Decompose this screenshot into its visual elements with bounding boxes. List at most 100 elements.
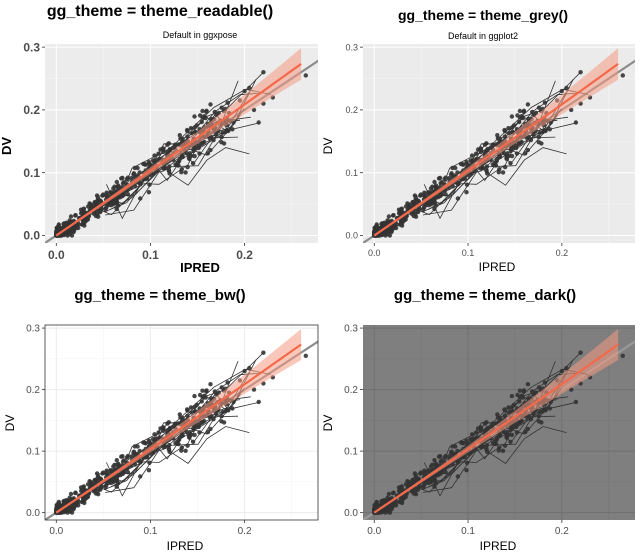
data-point xyxy=(480,444,485,449)
data-point xyxy=(386,214,392,219)
data-point xyxy=(514,430,520,435)
data-point xyxy=(446,454,452,459)
data-point xyxy=(531,411,536,417)
data-point xyxy=(208,426,213,432)
data-point xyxy=(85,493,90,498)
data-point xyxy=(455,196,461,201)
data-point xyxy=(508,161,513,166)
data-point xyxy=(542,380,548,385)
data-point xyxy=(197,430,202,435)
data-point xyxy=(104,192,109,197)
data-point xyxy=(432,206,437,212)
data-point xyxy=(422,192,427,197)
data-point xyxy=(187,435,192,440)
data-point xyxy=(208,396,214,401)
data-point xyxy=(152,432,157,437)
data-point xyxy=(185,134,190,139)
data-point xyxy=(509,114,515,119)
y-tick-label: 0.2 xyxy=(23,103,40,117)
data-point xyxy=(502,413,508,418)
data-point xyxy=(188,126,194,131)
data-point xyxy=(219,414,224,419)
data-point xyxy=(192,114,197,119)
data-point xyxy=(68,214,74,219)
data-point xyxy=(403,216,408,221)
y-tick-label: 0.3 xyxy=(23,40,40,54)
data-point xyxy=(211,137,216,143)
data-point xyxy=(504,153,509,158)
data-point xyxy=(391,490,396,495)
data-point xyxy=(464,440,469,445)
data-point xyxy=(161,428,166,433)
data-point xyxy=(230,406,235,411)
data-point xyxy=(114,477,120,482)
data-point xyxy=(81,211,86,216)
data-point xyxy=(523,151,528,156)
data-point xyxy=(190,161,196,166)
data-point xyxy=(510,145,515,151)
data-point xyxy=(303,73,308,78)
data-point xyxy=(450,444,455,449)
data-point xyxy=(497,445,502,450)
data-point xyxy=(502,443,508,448)
data-point xyxy=(387,510,393,515)
data-point xyxy=(180,136,185,141)
data-point xyxy=(242,88,247,94)
data-point xyxy=(242,368,247,374)
data-point xyxy=(261,70,266,75)
data-point xyxy=(412,211,418,217)
data-point xyxy=(449,449,454,454)
data-point xyxy=(502,134,508,139)
data-point xyxy=(469,153,475,158)
data-point xyxy=(192,153,197,159)
data-point xyxy=(221,141,227,146)
data-point xyxy=(212,389,217,394)
data-point xyxy=(473,151,479,156)
data-point xyxy=(525,147,530,153)
chart-title: gg_theme = theme_bw() xyxy=(74,287,245,304)
data-point xyxy=(204,108,209,114)
data-point xyxy=(73,490,78,495)
data-point xyxy=(517,108,523,114)
data-point xyxy=(500,448,506,453)
data-point xyxy=(421,485,426,490)
x-axis-label: IPRED xyxy=(480,539,517,553)
data-point xyxy=(163,444,168,449)
data-point xyxy=(64,220,69,225)
data-point xyxy=(205,151,211,156)
data-point xyxy=(410,477,416,483)
data-point xyxy=(220,130,225,135)
data-point xyxy=(129,176,134,181)
data-point xyxy=(114,206,119,212)
data-point xyxy=(185,129,190,134)
data-point xyxy=(114,199,120,204)
data-point xyxy=(399,219,405,224)
data-point xyxy=(76,499,81,505)
data-layer xyxy=(363,329,635,520)
data-point xyxy=(131,449,137,454)
data-point xyxy=(214,132,219,137)
data-point xyxy=(432,199,437,204)
data-point xyxy=(528,417,534,422)
data-point xyxy=(539,141,544,146)
data-point xyxy=(437,454,443,459)
y-tick-label: 0.1 xyxy=(345,168,358,178)
data-point xyxy=(211,417,216,422)
data-point xyxy=(163,166,168,171)
data-point xyxy=(224,408,229,413)
data-point xyxy=(185,408,190,413)
data-point xyxy=(225,380,230,385)
data-point xyxy=(509,432,515,438)
data-point xyxy=(69,233,75,238)
data-point xyxy=(152,153,157,158)
data-point xyxy=(176,158,182,164)
x-tick-label: 0.2 xyxy=(236,248,253,262)
data-point xyxy=(183,448,188,453)
data-point xyxy=(387,233,393,238)
data-point xyxy=(121,458,127,463)
data-point xyxy=(103,207,108,212)
y-tick-label: 0.1 xyxy=(344,447,358,458)
data-point xyxy=(64,508,69,513)
data-point xyxy=(147,182,152,187)
chart-title: gg_theme = theme_grey() xyxy=(398,7,568,23)
